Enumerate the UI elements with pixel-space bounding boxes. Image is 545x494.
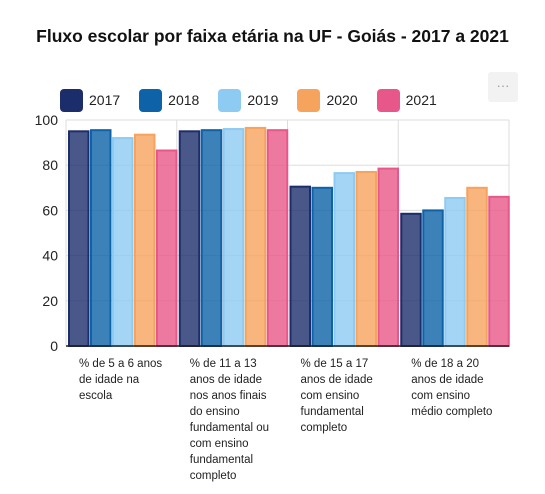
legend-item-2017[interactable]: 2017 — [60, 87, 120, 113]
x-tick-label-line: fundamental — [189, 454, 254, 466]
legend: 2017 2018 2019 2020 2021 — [60, 87, 456, 113]
legend-swatch — [60, 88, 83, 112]
x-tick-label-line: completo — [300, 422, 348, 434]
x-tick-label: % de 18 a 20 anos de idade com ensino médio… — [411, 356, 492, 420]
x-tick-label-line: com ensino — [411, 390, 471, 402]
bar-2018-cat-2[interactable] — [200, 129, 223, 347]
legend-label: 2020 — [326, 92, 358, 108]
legend-label: 2019 — [247, 92, 279, 108]
bar-2020-cat-3[interactable] — [355, 170, 377, 347]
bar-2021-cat-3[interactable] — [377, 167, 399, 347]
y-tick-label: 0 — [50, 338, 58, 354]
x-tick-label: % de 5 a 6 anos de idade na escola — [79, 356, 162, 404]
legend-item-2019[interactable]: 2019 — [218, 87, 278, 113]
bar-2019-cat-3[interactable] — [333, 172, 355, 347]
legend-label: 2017 — [89, 92, 121, 108]
more-options-icon: ··· — [496, 78, 510, 93]
bar-2021-cat-2[interactable] — [266, 129, 289, 347]
x-tick-label-line: com ensino — [300, 390, 360, 402]
x-tick-label-line: anos de idade — [300, 374, 373, 386]
x-tick-label-line: médio completo — [411, 406, 493, 418]
legend-swatch — [376, 88, 400, 112]
bar-2021-cat-4[interactable] — [488, 195, 510, 347]
legend-label: 2018 — [168, 92, 200, 108]
x-tick-label-line: fundamental — [300, 406, 364, 418]
x-tick-label-line: anos de idade — [411, 374, 484, 386]
x-tick-label-line: fundamental ou — [189, 422, 270, 434]
bar-2020-cat-2[interactable] — [244, 126, 267, 347]
bar-2019-cat-2[interactable] — [222, 128, 245, 347]
bar-2017-cat-4[interactable] — [400, 212, 422, 347]
x-tick-label-line: nos anos finais — [189, 390, 267, 402]
y-tick-label: 20 — [42, 293, 58, 309]
y-tick-label: 100 — [35, 112, 59, 128]
x-tick-label-line: % de 15 a 17 — [300, 358, 369, 370]
bar-2017-cat-2[interactable] — [178, 130, 201, 347]
x-tick-label-line: anos de idade — [189, 374, 263, 386]
chart-title: Fluxo escolar por faixa etária na UF - G… — [36, 26, 509, 46]
y-tick-label: 60 — [42, 202, 58, 218]
bar-2018-cat-4[interactable] — [422, 209, 444, 347]
bar-2019-cat-1[interactable] — [112, 137, 134, 347]
bar-2020-cat-4[interactable] — [466, 186, 488, 347]
y-tick-label: 40 — [42, 248, 58, 264]
x-tick-label-line: do ensino — [189, 406, 240, 418]
x-tick-label-line: com ensino — [189, 438, 249, 450]
x-tick-label-line: % de 11 a 13 — [189, 358, 257, 370]
legend-item-2018[interactable]: 2018 — [139, 87, 199, 113]
legend-swatch — [297, 88, 321, 112]
bar-2020-cat-1[interactable] — [134, 133, 156, 347]
x-tick-label-line: % de 5 a 6 anos — [79, 358, 163, 370]
bar-2018-cat-3[interactable] — [311, 186, 333, 347]
legend-label: 2021 — [405, 92, 437, 108]
x-tick-label-line: % de 18 a 20 — [411, 358, 480, 370]
legend-item-2020[interactable]: 2020 — [297, 87, 358, 113]
legend-item-2021[interactable]: 2021 — [376, 87, 437, 113]
y-tick-label: 80 — [42, 157, 58, 173]
x-tick-label-line: escola — [79, 390, 113, 402]
bar-2018-cat-1[interactable] — [90, 129, 112, 347]
bar-2021-cat-1[interactable] — [156, 149, 178, 347]
bar-2019-cat-4[interactable] — [444, 196, 466, 347]
bar-2017-cat-3[interactable] — [289, 185, 311, 347]
x-tick-label-line: de idade na — [79, 374, 140, 386]
x-tick-label: % de 15 a 17 anos de idade com ensino funda… — [301, 356, 373, 436]
x-tick-label-line: completo — [189, 470, 237, 482]
legend-swatch — [139, 88, 163, 112]
x-tick-label: % de 11 a 13 anos de idade nos anos finais… — [190, 356, 269, 484]
legend-swatch — [218, 88, 242, 112]
bar-2017-cat-1[interactable] — [68, 130, 90, 347]
chart-menu-button[interactable]: ··· — [488, 72, 518, 102]
